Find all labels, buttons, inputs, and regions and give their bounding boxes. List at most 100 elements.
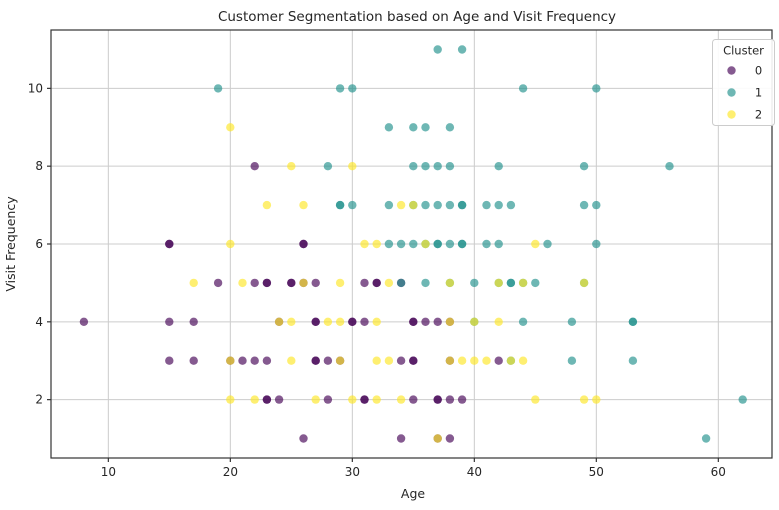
scatter-point-cluster-1: [396, 278, 406, 288]
scatter-point-cluster-0: [457, 395, 467, 404]
scatter-point-cluster-1: [494, 200, 503, 210]
scatter-point-cluster-2: [470, 317, 479, 326]
scatter-point-cluster-1: [665, 162, 674, 171]
scatter-point-cluster-1: [482, 239, 491, 249]
scatter-point-cluster-0: [445, 395, 455, 404]
x-tick-label: 10: [101, 465, 116, 479]
scatter-point-cluster-0: [494, 356, 503, 365]
scatter-point-cluster-0: [421, 317, 430, 326]
scatter-point-cluster-0: [165, 317, 174, 326]
scatter-point-cluster-2: [409, 200, 418, 210]
scatter-point-cluster-2: [592, 395, 601, 404]
scatter-point-cluster-0: [323, 356, 333, 365]
scatter-point-cluster-2: [189, 278, 198, 288]
scatter-point-cluster-1: [421, 162, 430, 171]
scatter-point-cluster-1: [457, 239, 467, 249]
legend: Cluster 0 1 2: [712, 39, 775, 126]
x-tick-label: 40: [467, 465, 482, 479]
scatter-point-cluster-0: [165, 239, 174, 249]
scatter-point-cluster-0: [189, 356, 198, 365]
y-tick-label: 4: [35, 315, 43, 329]
scatter-point-cluster-0: [396, 434, 406, 443]
scatter-point-cluster-2: [226, 239, 235, 249]
scatter-point-cluster-2: [287, 317, 296, 326]
scatter-point-cluster-1: [421, 200, 430, 210]
scatter-points-layer: [79, 45, 747, 443]
scatter-point-cluster-2: [396, 395, 406, 404]
scatter-point-cluster-1: [592, 239, 601, 249]
scatter-point-cluster-1: [445, 200, 455, 210]
scatter-point-cluster-1: [433, 200, 442, 210]
scatter-point-cluster-2: [299, 200, 308, 210]
scatter-point-cluster-2: [335, 317, 345, 326]
scatter-point-cluster-1: [409, 239, 418, 249]
x-tick-label: 20: [223, 465, 238, 479]
scatter-point-cluster-1: [518, 317, 528, 326]
legend-label-cluster-2: 2: [755, 108, 762, 122]
scatter-point-cluster-1: [409, 123, 418, 132]
y-tick-label: 10: [28, 81, 43, 95]
y-tick-label: 2: [35, 393, 43, 407]
scatter-point-cluster-0: [262, 395, 272, 404]
scatter-point-cluster-2: [360, 239, 369, 249]
scatter-point-cluster-2: [445, 278, 455, 288]
scatter-point-cluster-0: [409, 395, 418, 404]
scatter-point-cluster-2: [335, 278, 345, 288]
legend-box: [712, 39, 775, 126]
scatter-point-cluster-2: [384, 278, 394, 288]
scatter-point-cluster-2: [262, 200, 272, 210]
scatter-point-cluster-0: [409, 356, 418, 365]
scatter-point-cluster-1: [628, 317, 638, 326]
y-tick-label: 6: [35, 237, 43, 251]
scatter-point-cluster-0: [250, 356, 259, 365]
scatter-point-cluster-0: [372, 278, 381, 288]
x-tick-label: 30: [345, 465, 360, 479]
scatter-point-cluster-1: [592, 84, 601, 93]
scatter-point-cluster-2: [238, 278, 247, 288]
y-tick-label: 8: [35, 159, 43, 173]
scatter-point-cluster-0: [299, 434, 308, 443]
scatter-point-cluster-2: [494, 278, 503, 288]
scatter-point-cluster-2: [494, 317, 503, 326]
scatter-point-cluster-2: [396, 200, 406, 210]
scatter-point-cluster-2: [348, 395, 357, 404]
scatter-point-cluster-1: [348, 200, 357, 210]
scatter-point-cluster-1: [482, 200, 491, 210]
legend-marker-cluster-1: [727, 88, 736, 97]
scatter-point-cluster-2: [482, 356, 491, 365]
scatter-point-cluster-2: [372, 317, 381, 326]
scatter-point-cluster-0: [311, 278, 320, 288]
scatter-point-cluster-2: [470, 356, 479, 365]
scatter-point-cluster-2: [457, 356, 467, 365]
scatter-point-cluster-0: [79, 317, 89, 326]
scatter-point-cluster-0: [250, 162, 259, 171]
scatter-point-cluster-2: [323, 317, 333, 326]
scatter-point-cluster-1: [531, 278, 540, 288]
scatter-point-cluster-2: [348, 162, 357, 171]
scatter-point-cluster-1: [433, 239, 442, 249]
scatter-point-cluster-0: [323, 395, 333, 404]
scatter-point-cluster-1: [494, 239, 503, 249]
scatter-point-cluster-1: [433, 162, 442, 171]
scatter-point-cluster-0: [250, 278, 259, 288]
scatter-point-cluster-2: [531, 395, 540, 404]
scatter-point-cluster-1: [348, 84, 357, 93]
scatter-point-cluster-1: [433, 45, 442, 54]
scatter-point-cluster-2: [433, 434, 442, 443]
y-axis-label: Visit Frequency: [3, 196, 18, 292]
scatter-point-cluster-2: [311, 395, 320, 404]
scatter-point-cluster-0: [189, 317, 198, 326]
scatter-point-cluster-2: [274, 317, 284, 326]
scatter-point-cluster-1: [543, 239, 552, 249]
scatter-point-cluster-2: [335, 356, 345, 365]
scatter-point-cluster-2: [579, 395, 589, 404]
scatter-point-cluster-2: [226, 356, 235, 365]
scatter-point-cluster-0: [311, 317, 320, 326]
scatter-point-cluster-1: [457, 45, 467, 54]
scatter-point-cluster-1: [628, 356, 638, 365]
legend-title: Cluster: [723, 44, 764, 58]
scatter-point-cluster-2: [445, 317, 455, 326]
